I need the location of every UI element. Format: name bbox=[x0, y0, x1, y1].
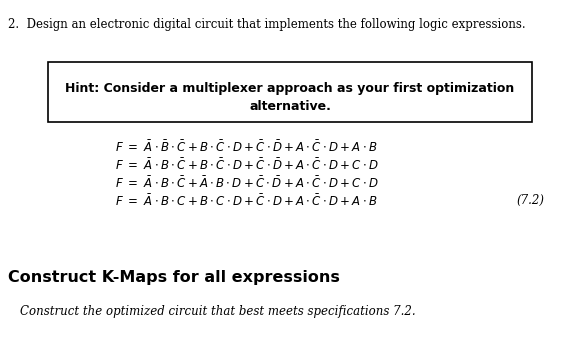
Text: $F \ = \ \bar{A}\cdot B\cdot\bar{C}+\bar{A}\cdot B\cdot D+\bar{C}\cdot\bar{D}+A\: $F \ = \ \bar{A}\cdot B\cdot\bar{C}+\bar… bbox=[115, 176, 379, 191]
FancyBboxPatch shape bbox=[48, 62, 532, 122]
Text: $F \ = \ \bar{A}\cdot\bar{B}\cdot\bar{C}+B\cdot\bar{C}\cdot D+\bar{C}\cdot\bar{D: $F \ = \ \bar{A}\cdot\bar{B}\cdot\bar{C}… bbox=[115, 140, 378, 155]
Text: Construct K-Maps for all expressions: Construct K-Maps for all expressions bbox=[8, 270, 340, 285]
Text: (7.2): (7.2) bbox=[516, 194, 544, 207]
Text: $F \ = \ \bar{A}\cdot B\cdot\bar{C}+B\cdot\bar{C}\cdot D+\bar{C}\cdot\bar{D}+A\c: $F \ = \ \bar{A}\cdot B\cdot\bar{C}+B\cd… bbox=[115, 158, 379, 173]
Text: Hint: Consider a multiplexer approach as your first optimization: Hint: Consider a multiplexer approach as… bbox=[66, 82, 514, 95]
Text: alternative.: alternative. bbox=[249, 100, 331, 113]
Text: $F \ = \ \bar{A}\cdot B\cdot C+B\cdot C\cdot D+\bar{C}\cdot D+A\cdot\bar{C}\cdot: $F \ = \ \bar{A}\cdot B\cdot C+B\cdot C\… bbox=[115, 194, 378, 209]
Text: Construct the optimized circuit that best meets specifications 7.2.: Construct the optimized circuit that bes… bbox=[20, 305, 416, 318]
Text: 2.  Design an electronic digital circuit that implements the following logic exp: 2. Design an electronic digital circuit … bbox=[8, 18, 525, 31]
